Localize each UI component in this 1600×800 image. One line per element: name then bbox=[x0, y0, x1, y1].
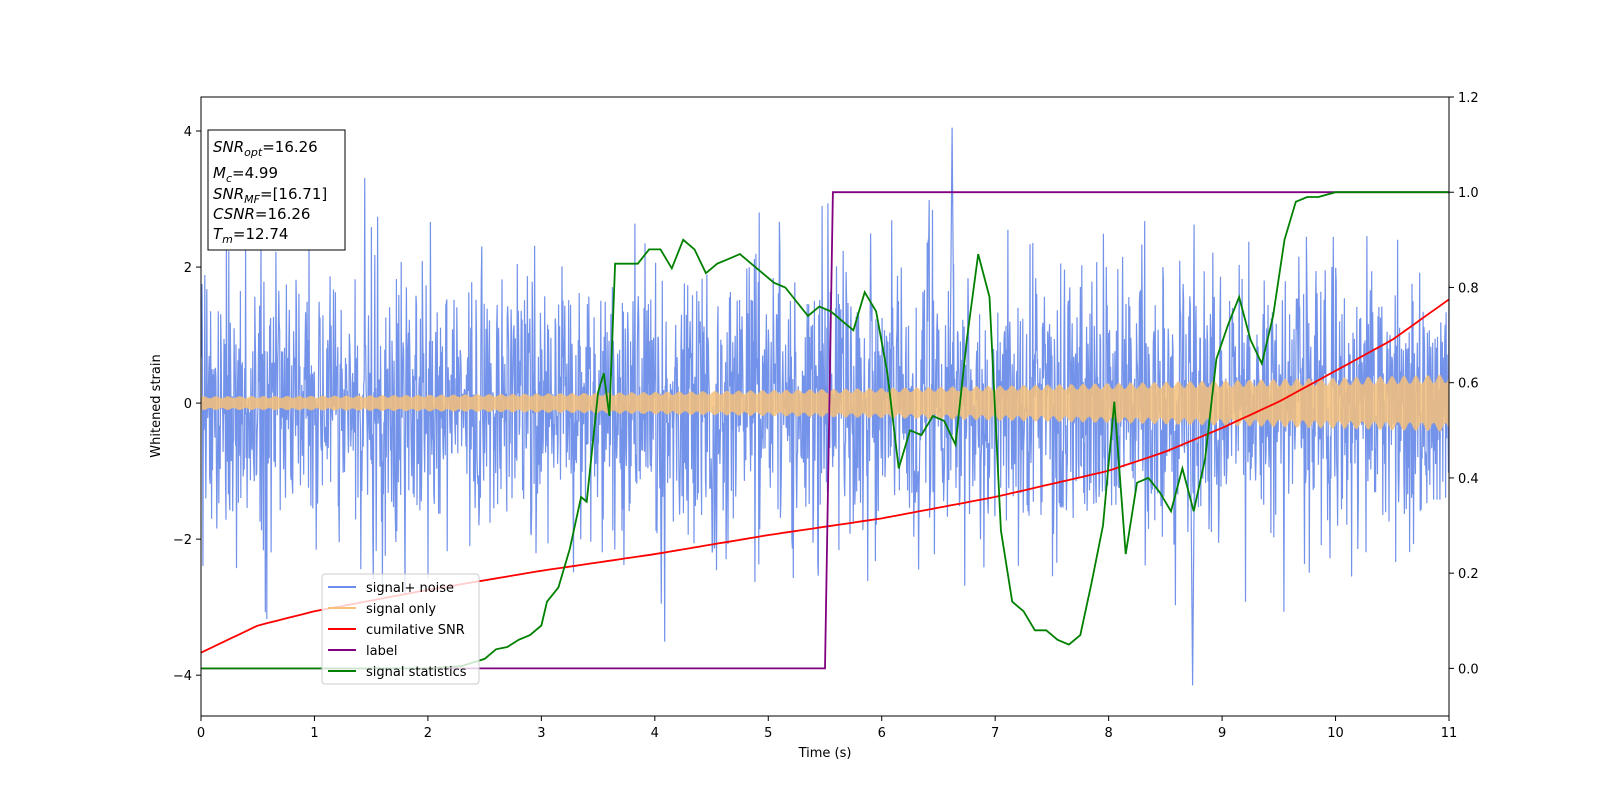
annotation-line: Tm=12.74 bbox=[213, 225, 288, 246]
y-axis-label: Whitened strain bbox=[149, 354, 164, 457]
y-right-tick-label: 0.4 bbox=[1458, 472, 1479, 487]
annotation-line: CSNR=16.26 bbox=[213, 205, 310, 223]
legend-item-label: signal+ noise bbox=[366, 581, 454, 596]
plot-area bbox=[200, 127, 1450, 686]
annotation-frame bbox=[207, 129, 346, 251]
x-axis-label: Time (s) bbox=[798, 746, 852, 761]
series-signal-statistics bbox=[201, 191, 1449, 670]
x-tick-label: 0 bbox=[197, 726, 205, 741]
legend-item-label: label bbox=[366, 644, 397, 659]
x-tick-label: 8 bbox=[1104, 726, 1112, 741]
x-tick-label: 3 bbox=[537, 726, 545, 741]
legend-item-label: signal only bbox=[366, 602, 436, 617]
x-tick-label: 11 bbox=[1441, 726, 1458, 741]
y-right-tick-label: 1.2 bbox=[1458, 91, 1479, 106]
y-right-tick-label: 1.0 bbox=[1458, 186, 1479, 201]
x-tick-label: 6 bbox=[878, 726, 886, 741]
y-left-tick-label: −2 bbox=[173, 533, 192, 548]
y-right-tick-label: 0.0 bbox=[1458, 662, 1479, 677]
legend-frame bbox=[321, 573, 480, 685]
x-tick-label: 10 bbox=[1327, 726, 1344, 741]
axes-ticks: 0 1 2 3 4 5 6 7 8 9 10 11 −4 −2 0 2 4 0.0 0.2 0.4 0.6 0.8 1.0 1… bbox=[173, 91, 1479, 741]
x-tick-label: 7 bbox=[991, 726, 999, 741]
annotation-box: SNRopt=16.26 Mc=4.99SNRMF=[16.71]CSNR=16.… bbox=[207, 129, 346, 251]
x-tick-label: 5 bbox=[764, 726, 772, 741]
legend-item-label: cumilative SNR bbox=[366, 623, 465, 638]
annotation-line: Mc=4.99 bbox=[213, 164, 278, 185]
y-left-tick-label: −4 bbox=[173, 669, 192, 684]
x-tick-label: 2 bbox=[424, 726, 432, 741]
axes-frame bbox=[200, 96, 1450, 717]
y-left-tick-label: 2 bbox=[184, 261, 192, 276]
series-label bbox=[201, 191, 1449, 670]
legend-item-label: signal statistics bbox=[366, 665, 467, 680]
x-tick-label: 1 bbox=[310, 726, 318, 741]
x-tick-label: 9 bbox=[1218, 726, 1226, 741]
series-signal-only bbox=[200, 374, 1450, 432]
annotation-line: SNRopt=16.26 bbox=[213, 138, 318, 159]
y-right-tick-label: 0.6 bbox=[1458, 377, 1479, 392]
legend: signal+ noise signal only cumilative SNR la… bbox=[321, 573, 480, 685]
x-tick-label: 4 bbox=[651, 726, 659, 741]
y-right-tick-label: 0.8 bbox=[1458, 281, 1479, 296]
y-left-tick-label: 4 bbox=[184, 125, 192, 140]
y-left-tick-label: 0 bbox=[184, 397, 192, 412]
annotation-line: SNRMF=[16.71] bbox=[213, 185, 327, 206]
y-right-tick-label: 0.2 bbox=[1458, 567, 1479, 582]
